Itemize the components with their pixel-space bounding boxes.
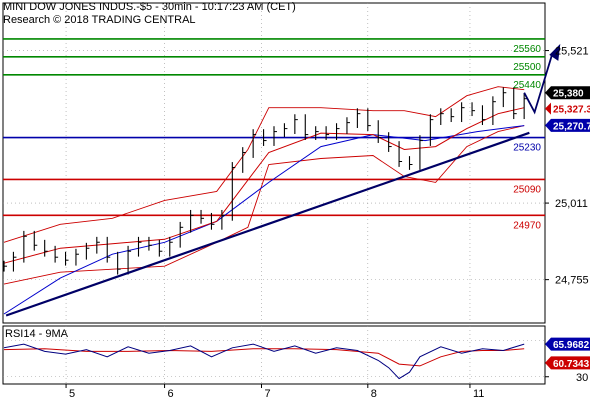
level-label-25560: 25560 — [513, 44, 541, 55]
ma-slow-line — [3, 125, 525, 315]
projection-arrow-line — [523, 53, 554, 115]
rsi-panel-frame — [2, 325, 546, 385]
price-panel-frame — [2, 2, 546, 324]
price-axis-label: 25,521 — [555, 46, 589, 58]
rsi-panel-label: RSI14 - 9MA — [5, 328, 69, 340]
flag-ma-slow-bg — [545, 118, 590, 132]
rsi-axis-label: 30 — [576, 372, 588, 384]
x-axis-label-11: 11 — [473, 388, 484, 400]
support-trendline — [5, 131, 530, 317]
rsi-panel: RSI14 - 9MA — [2, 325, 546, 385]
flag-rsi-bg — [545, 337, 590, 351]
level-label-25440: 25440 — [513, 80, 541, 91]
x-axis-label-8: 8 — [371, 388, 377, 400]
price-panel: 25560 25500 25440 25230 25090 24970 — [2, 2, 561, 324]
price-axis-label: 24,755 — [555, 275, 589, 287]
axis-layer: 25,521 25,011 24,755 25,380 25,327.3 25,270.7… — [65, 46, 590, 400]
flag-last-price: 25,380 — [553, 89, 584, 100]
flag-rsi-ma: 60.7343 — [553, 359, 590, 370]
level-label-25500: 25500 — [513, 62, 541, 73]
ma-fast-line — [3, 107, 525, 264]
level-label-25090: 25090 — [513, 184, 541, 195]
bollinger-upper-line — [3, 86, 525, 243]
rsi-line — [3, 343, 525, 380]
projection-arrow-head — [549, 43, 561, 61]
flag-rsi-ma-bg — [545, 356, 590, 370]
x-axis-label-7: 7 — [264, 388, 270, 400]
flag-ma-fast-pointer — [545, 102, 551, 115]
flag-rsi: 65.9682 — [553, 340, 590, 351]
bollinger-lower-line — [3, 125, 525, 285]
flag-ma-fast-bg — [545, 102, 590, 116]
level-label-24970: 24970 — [513, 220, 541, 231]
level-label-25230: 25230 — [513, 143, 541, 154]
rsi-ma-line — [3, 348, 525, 367]
flag-ma-fast: 25,327.3 — [553, 105, 590, 116]
chart-title: MINI DOW JONES INDUS.-$5 - 30min - 10:17… — [3, 1, 296, 13]
price-axis-label: 25,011 — [555, 198, 588, 210]
flag-last-price-bg — [545, 86, 590, 100]
x-axis-label-6: 6 — [168, 388, 174, 400]
chart-copyright: Research © 2018 TRADING CENTRAL — [3, 14, 196, 26]
x-axis-label-5: 5 — [69, 388, 75, 400]
flag-ma-slow: 25,270.7 — [553, 121, 590, 132]
